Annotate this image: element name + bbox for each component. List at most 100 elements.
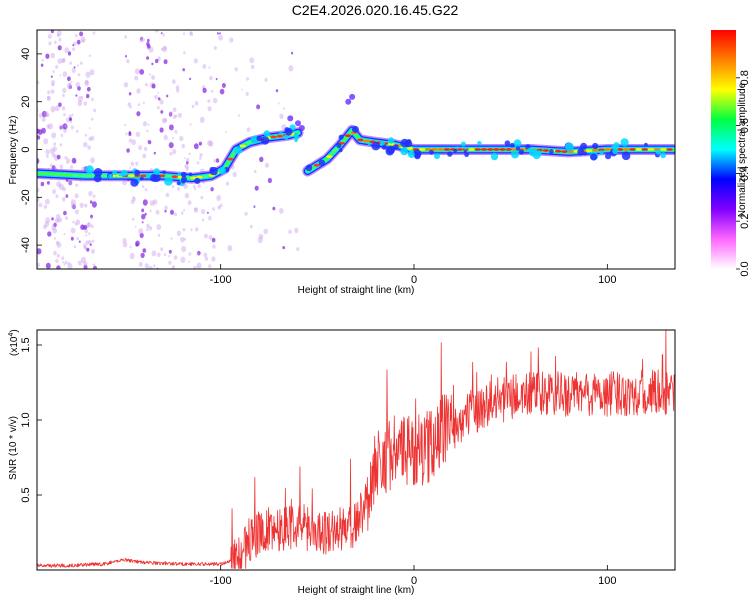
spectrogram-trace-blob [338, 134, 344, 140]
spectrogram-x-tick-label: -100 [210, 274, 232, 286]
spectrogram-noise-blob [127, 102, 132, 107]
spectrogram-noise-blob [68, 180, 73, 186]
spectrogram-noise-blob [175, 85, 180, 90]
spectrogram-noise-blob [54, 237, 56, 240]
spectrogram-noise-blob [188, 252, 192, 256]
spectrogram-noise-blob [122, 241, 128, 248]
spectrogram-noise-blob [128, 92, 132, 96]
spectrogram-noise-blob [79, 31, 84, 37]
spectrogram-noise-blob [182, 68, 185, 72]
spectrogram-noise-blob [129, 252, 135, 260]
spectrogram-x-ticks: -100 0 100 [210, 264, 617, 286]
spectrogram-noise-blob [72, 220, 75, 224]
spectrogram-noise-blob [76, 237, 79, 241]
spectrogram-noise-blob [56, 265, 61, 269]
snr-series-line [37, 330, 675, 569]
spectrogram-noise-blob [141, 213, 146, 220]
spectrogram-noise-blob [256, 104, 261, 110]
spectrogram-noise-blob [93, 108, 97, 113]
spectrogram-noise-blob [126, 148, 130, 153]
spectrogram-noise-blob [89, 127, 91, 130]
spectrogram-trace-core [431, 148, 438, 151]
spectrogram-noise-blob [171, 79, 176, 85]
spectrogram-trace-blob [336, 143, 342, 149]
spectrogram-trace-blob [305, 164, 313, 172]
spectrogram-noise-blob [70, 236, 74, 241]
spectrogram-trace-blob [294, 138, 298, 143]
spectrogram-noise-blob [44, 221, 50, 228]
spectrogram-noise-blob [66, 158, 71, 164]
spectrogram-noise-blob [60, 133, 64, 138]
spectrogram-trace-blob [293, 132, 299, 138]
spectrogram-noise-blob [210, 187, 214, 192]
spectrogram-noise-blob [199, 116, 205, 123]
spectrogram-trace-blob [532, 151, 541, 160]
spectrogram-trace-core [332, 148, 339, 152]
spectrogram-noise-blob [88, 136, 92, 141]
spectrogram-noise-blob [181, 143, 185, 149]
spectrogram-noise-blob [68, 82, 72, 87]
spectrogram-noise-blob [73, 245, 77, 249]
spectrogram-noise-blob [56, 213, 61, 220]
spectrogram-noise-blob [277, 102, 280, 105]
spectrogram-noise-blob [45, 53, 50, 59]
spectrogram-noise-blob [56, 181, 62, 188]
spectrogram-trace-core [425, 148, 432, 151]
spectrogram-noise-blob [70, 80, 73, 83]
spectrogram-noise-blob [170, 209, 174, 215]
spectrogram-noise-blob [61, 106, 66, 111]
spectrogram-x-tick-label: 100 [598, 274, 616, 286]
spectrogram-trace-blob [234, 146, 242, 155]
spectrogram-noise-blob [176, 230, 182, 237]
spectrogram-noise-blob [246, 127, 251, 132]
colorbar-ticks: 0.0 0.2 0.4 0.6 0.8 [736, 70, 750, 277]
spectrogram-panel: -100 0 100 -40 -20 0 20 40 Height of straight … [8, 29, 676, 296]
spectrogram-noise-blob [134, 75, 139, 81]
spectrogram-noise-blob [69, 61, 72, 65]
spectrogram-noise-blob [55, 240, 60, 245]
spectrogram-noise-blob [197, 184, 201, 189]
spectrogram-noise-blob [64, 156, 68, 160]
spectrogram-outlier-blob [349, 93, 356, 100]
spectrogram-noise-blob [83, 243, 87, 249]
spectrogram-trace-core [245, 141, 253, 145]
spectrogram-noise-blob [189, 77, 192, 81]
spectrogram-noise-blob [129, 105, 132, 109]
spectrogram-noise-blob [275, 89, 279, 93]
spectrogram-noise-blob [215, 77, 218, 81]
spectrogram-noise-blob [51, 83, 55, 87]
spectrogram-noise-blob [47, 34, 52, 39]
spectrogram-noise-blob [193, 265, 197, 269]
spectrogram-noise-blob [43, 224, 47, 230]
spectrogram-trace-blob [583, 151, 587, 156]
spectrogram-noise-blob [58, 124, 64, 130]
spectrogram-noise-blob [180, 256, 186, 263]
spectrogram-noise-blob [168, 112, 173, 117]
spectrogram-noise-blob [170, 237, 173, 240]
spectrogram-noise-blob [146, 129, 149, 133]
spectrogram-y-tick-label: 40 [20, 48, 32, 60]
spectrogram-noise-blob [67, 180, 73, 186]
spectrogram-trace-blob [518, 149, 525, 155]
spectrogram-noise-blob [202, 64, 207, 69]
spectrogram-noise-blob [136, 88, 141, 94]
spectrogram-noise-blob [41, 58, 44, 62]
spectrogram-noise-blob [50, 80, 56, 86]
spectrogram-noise-blob [50, 106, 56, 113]
spectrogram-noise-blob [84, 203, 88, 208]
spectrogram-noise-blob [156, 224, 162, 231]
spectrogram-noise-blob [38, 113, 43, 118]
spectrogram-noise-blob [88, 232, 91, 236]
spectrogram-noise-blob [72, 204, 76, 210]
spectrogram-noise-blob [77, 73, 81, 77]
spectrogram-noise-blob [66, 161, 69, 164]
spectrogram-noise-blob [186, 169, 189, 172]
spectrogram-noise-blob [138, 261, 143, 267]
spectrogram-noise-blob [177, 112, 182, 118]
spectrogram-noise-blob [81, 166, 85, 172]
spectrogram-trace-core [165, 174, 172, 178]
spectrogram-noise-blob [279, 113, 284, 120]
spectrogram-noise-blob [183, 32, 186, 36]
spectrogram-noise-blob [137, 103, 141, 107]
